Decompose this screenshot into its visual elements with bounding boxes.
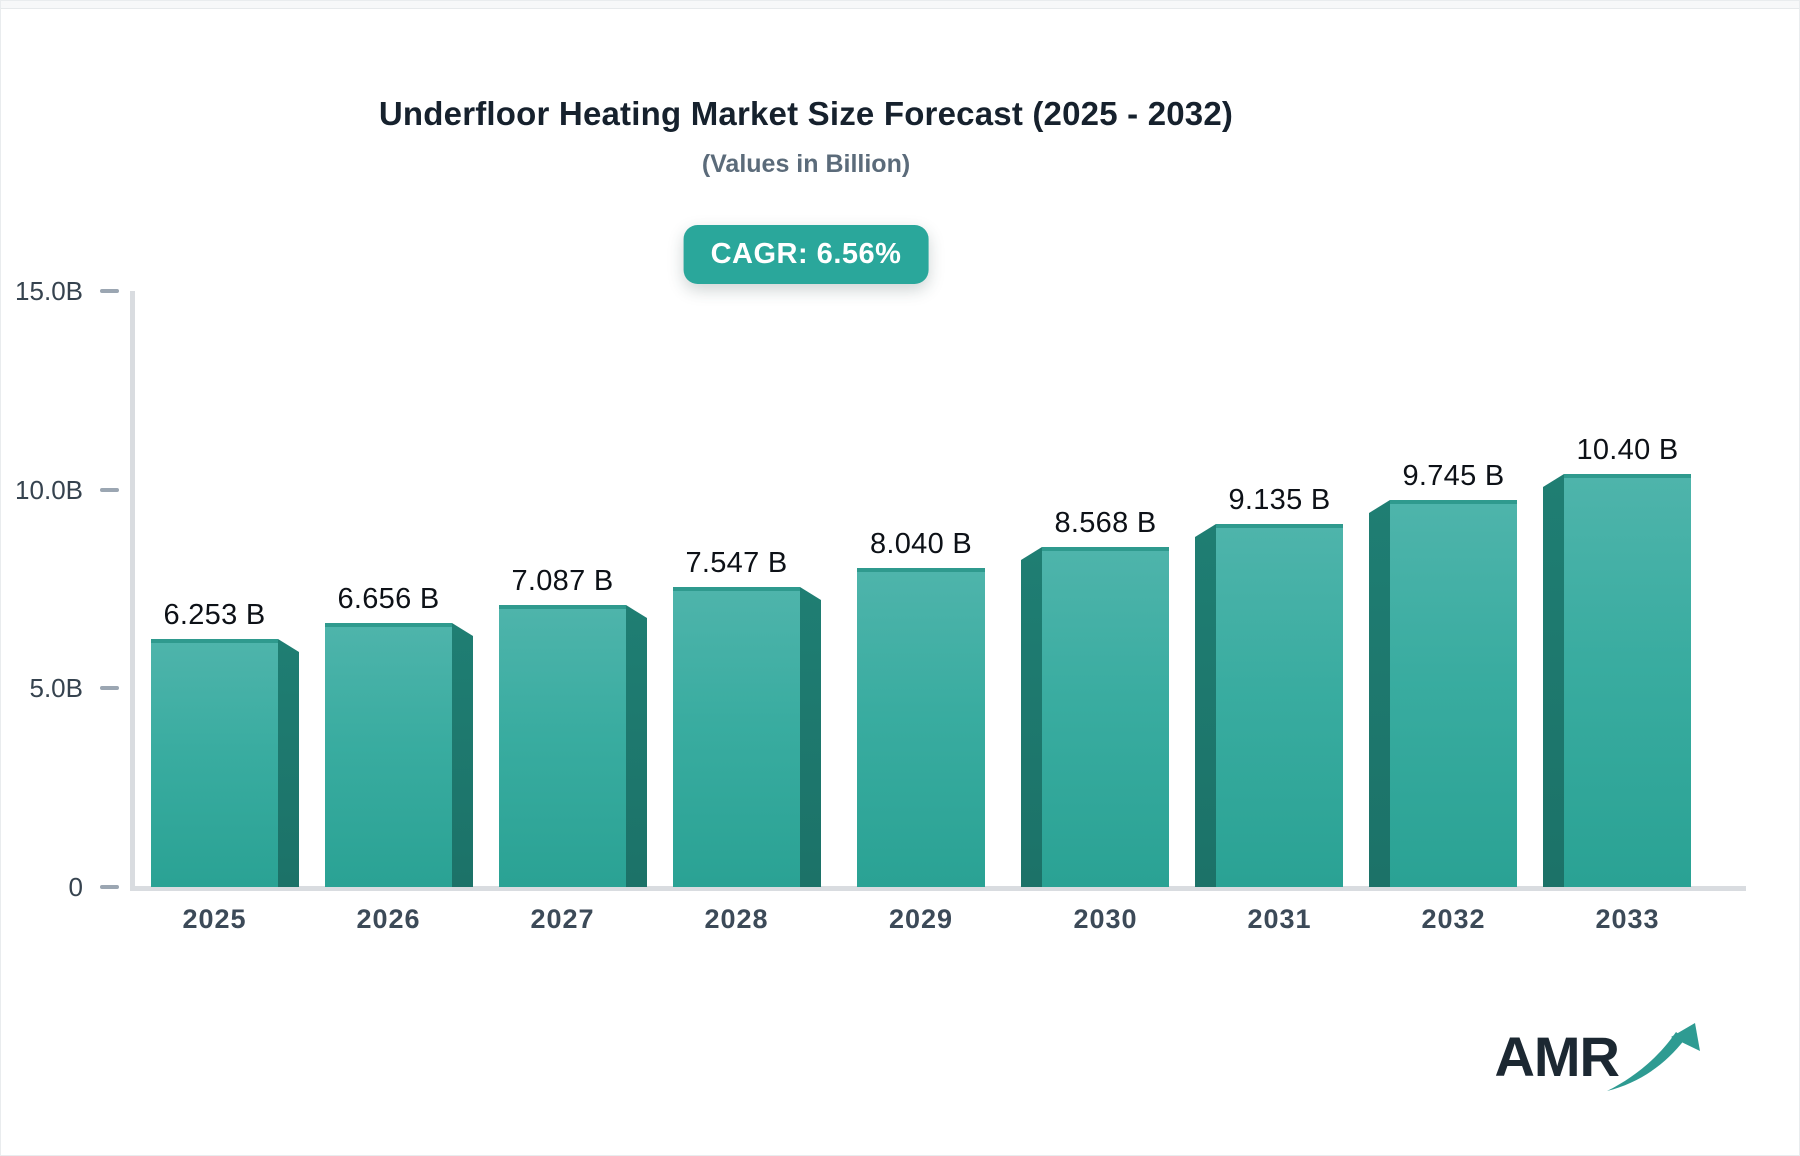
bar-value-label: 10.40 B	[1576, 434, 1679, 466]
y-tick-label: 10.0B	[15, 475, 83, 505]
x-tick-label: 2027	[530, 904, 595, 934]
bar-2029	[857, 568, 985, 887]
bar-side-face	[1543, 474, 1564, 887]
top-border-band	[1, 1, 1799, 9]
chart-subtitle: (Values in Billion)	[701, 150, 911, 178]
bar-2031	[1216, 524, 1343, 887]
bar-value-label: 9.135 B	[1228, 484, 1331, 516]
x-tick-label: 2033	[1595, 904, 1660, 934]
bar-side-face	[1021, 547, 1042, 887]
bar-value-label: 7.547 B	[685, 547, 788, 579]
bar-side-face	[452, 623, 473, 887]
bar-side-face	[1369, 500, 1390, 887]
y-tick-label: 5.0B	[29, 673, 84, 703]
bar-value-label: 6.253 B	[163, 599, 266, 631]
x-tick-label: 2030	[1073, 904, 1138, 934]
x-axis-baseline	[130, 886, 1746, 891]
y-tick-mark	[100, 686, 119, 690]
bar-2033	[1564, 474, 1691, 887]
bar-value-label: 6.656 B	[337, 583, 440, 615]
y-tick-label: 15.0B	[15, 276, 83, 306]
x-tick-label: 2025	[182, 904, 247, 934]
growth-arrow-icon	[1607, 1023, 1700, 1091]
x-tick-label: 2032	[1421, 904, 1486, 934]
bar-side-face	[278, 639, 299, 887]
bar-value-label: 7.087 B	[511, 565, 614, 597]
x-tick-label: 2026	[356, 904, 421, 934]
bar-value-label: 8.040 B	[869, 528, 973, 560]
bar-2028	[673, 587, 800, 887]
y-tick-mark	[100, 488, 119, 492]
bar-2025	[151, 639, 278, 887]
chart-title: Underfloor Heating Market Size Forecast …	[378, 95, 1234, 132]
bar-2027	[499, 605, 626, 887]
amr-logo-text: AMR	[1494, 1025, 1620, 1088]
bar-2032	[1390, 500, 1517, 887]
x-tick-label: 2031	[1247, 904, 1312, 934]
bar-side-face	[800, 587, 821, 887]
bar-value-label: 8.568 B	[1054, 507, 1157, 539]
y-tick-label: 0	[68, 872, 83, 902]
cagr-badge: CAGR: 6.56%	[683, 225, 929, 284]
y-tick-mark	[100, 885, 119, 889]
y-tick-mark	[100, 289, 119, 293]
y-axis-line	[130, 291, 135, 887]
x-tick-label: 2029	[888, 904, 954, 934]
bar-side-face	[626, 605, 647, 887]
x-tick-label: 2028	[704, 904, 769, 934]
bar-2026	[325, 623, 452, 887]
amr-logo: AMR	[1494, 1023, 1701, 1097]
bar-2030	[1042, 547, 1169, 887]
bar-value-label: 9.745 B	[1402, 460, 1505, 492]
bar-side-face	[1195, 524, 1216, 887]
